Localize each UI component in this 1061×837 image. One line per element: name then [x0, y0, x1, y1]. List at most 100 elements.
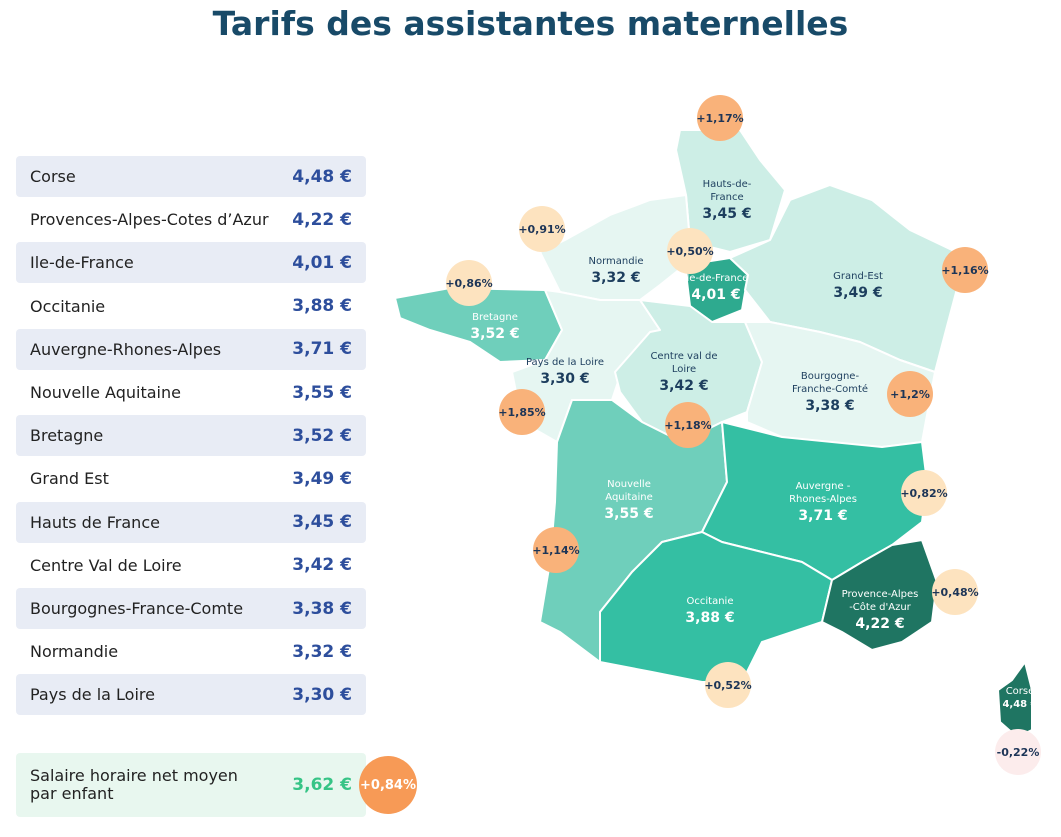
- change-badge: +1,18%: [664, 402, 712, 448]
- region-label-price: 3,38 €: [805, 398, 855, 414]
- list-item: Bretagne 3,52 €: [16, 415, 366, 457]
- list-item: Hauts de France 3,45 €: [16, 501, 366, 543]
- change-badge: -0,22%: [995, 729, 1041, 775]
- change-badge: +0,50%: [666, 228, 714, 274]
- region-label: Auvergne - Rhones-Alpes 3,71 €: [789, 480, 857, 523]
- region-label-name: Auvergne - Rhones-Alpes: [789, 481, 857, 505]
- region-label: Bourgogne- Franche-Comté 3,38 €: [792, 370, 868, 413]
- list-item: Occitanie 3,88 €: [16, 286, 366, 327]
- region-label-name: Bourgogne- Franche-Comté: [791, 371, 869, 395]
- region-label-price: 4,22 €: [855, 616, 905, 632]
- region-name: Ile-de-France: [30, 253, 134, 273]
- list-item: Normandie 3,32 €: [16, 631, 366, 672]
- change-badge: +1,17%: [696, 95, 744, 141]
- region-price: 4,22 €: [292, 209, 352, 230]
- region-name: Centre Val de Loire: [30, 555, 182, 575]
- region-label-price: 3,55 €: [604, 506, 654, 522]
- list-item: Bourgognes-France-Comte 3,38 €: [16, 588, 366, 629]
- change-badge: +0,82%: [900, 470, 948, 516]
- list-item: Auvergne-Rhones-Alpes 3,71 €: [16, 328, 366, 370]
- change-badge: +0,48%: [931, 569, 979, 615]
- region-cor: [997, 661, 1033, 738]
- region-label-price: 3,52 €: [470, 326, 520, 342]
- region-hdf: [675, 129, 786, 253]
- region-label-name: Corse: [1005, 686, 1035, 697]
- region-label-price: 3,32 €: [591, 270, 641, 286]
- change-badge: +1,2%: [887, 371, 933, 417]
- list-item: Corse 4,48 €: [16, 156, 366, 197]
- region-label-name: Hauts-de- France: [702, 179, 752, 203]
- region-price: 3,55 €: [292, 382, 352, 403]
- change-badge: +1,16%: [941, 247, 989, 293]
- region-price: 3,71 €: [292, 339, 352, 360]
- region-label-name: Nouvelle Aquitaine: [605, 479, 653, 503]
- region-name: Nouvelle Aquitaine: [30, 383, 181, 402]
- region-label-price: 4,48 €: [1002, 699, 1038, 710]
- region-label: Grand-Est 3,49 €: [833, 270, 883, 300]
- region-label: Bretagne 3,52 €: [470, 311, 519, 341]
- region-name: Hauts de France: [30, 512, 160, 532]
- list-item: Centre Val de Loire 3,42 €: [16, 545, 366, 586]
- list-item: Nouvelle Aquitaine 3,55 €: [16, 372, 366, 413]
- region-name: Auvergne-Rhones-Alpes: [30, 339, 222, 359]
- region-label-price: 3,30 €: [540, 371, 590, 387]
- list-item: Grand Est 3,49 €: [16, 458, 366, 499]
- page-title: Tarifs des assistantes maternelles: [212, 4, 849, 43]
- region-label: Ile-de-France 4,01 €: [684, 272, 749, 302]
- average-box: Salaire horaire net moyen par enfant 3,6…: [16, 753, 366, 817]
- region-label: Normandie 3,32 €: [588, 255, 643, 285]
- region-price: 3,52 €: [292, 425, 352, 446]
- region-label-name: Pays de la Loire: [525, 357, 605, 368]
- region-price: 3,42 €: [292, 555, 352, 576]
- region-label-name: Provence-Alpes -Côte d'Azur: [841, 589, 919, 613]
- region-label-name: Bretagne: [472, 312, 518, 323]
- region-label-price: 3,49 €: [833, 285, 883, 301]
- region-name: Normandie: [30, 642, 119, 662]
- change-badge: +1,14%: [532, 527, 580, 573]
- region-label-price: 3,42 €: [659, 378, 709, 394]
- region-name: Corse: [30, 167, 76, 186]
- region-name: Occitanie: [30, 296, 106, 316]
- region-label: Provence-Alpes -Côte d'Azur 4,22 €: [842, 588, 919, 631]
- change-badge: +0,91%: [518, 206, 566, 252]
- region-price: 3,30 €: [292, 684, 352, 705]
- region-price: 4,48 €: [292, 166, 352, 187]
- region-bre: [394, 287, 563, 363]
- region-label-price: 4,01 €: [691, 287, 741, 303]
- region-label-price: 3,88 €: [685, 610, 735, 626]
- list-item: Pays de la Loire 3,30 €: [16, 674, 366, 716]
- region-name: Pays de la Loire: [30, 685, 155, 705]
- region-label: Hauts-de- France 3,45 €: [702, 178, 751, 221]
- region-name: Bourgognes-France-Comte: [30, 599, 244, 618]
- region-label: Pays de la Loire 3,30 €: [526, 356, 604, 386]
- region-price: 3,49 €: [292, 468, 352, 489]
- region-label: Occitanie 3,88 €: [685, 595, 734, 625]
- region-label: Centre val de Loire 3,42 €: [650, 350, 717, 393]
- average-value: 3,62 €: [292, 775, 352, 795]
- change-badge: +0,52%: [704, 662, 752, 708]
- region-name: Provences-Alpes-Cotes d’Azur: [30, 210, 269, 230]
- region-label: Nouvelle Aquitaine 3,55 €: [604, 478, 653, 521]
- region-label-price: 3,45 €: [702, 206, 752, 222]
- region-label-name: Centre val de Loire: [650, 351, 718, 375]
- region-label-name: Occitanie: [686, 596, 734, 607]
- region-name: Bretagne: [30, 426, 104, 446]
- list-item: Provences-Alpes-Cotes d’Azur 4,22 €: [16, 199, 366, 240]
- region-paca: [821, 539, 938, 651]
- region-price: 3,38 €: [292, 598, 352, 619]
- region-label-name: Ile-de-France: [683, 273, 749, 284]
- region-label: Corse 4,48 €: [1002, 685, 1037, 711]
- region-price: 3,32 €: [292, 641, 352, 662]
- change-badge: +1,85%: [498, 389, 546, 435]
- change-badge: +0,86%: [445, 260, 493, 306]
- average-label: Salaire horaire net moyen par enfant: [30, 766, 238, 803]
- region-price: 3,45 €: [292, 512, 352, 533]
- region-name: Grand Est: [30, 469, 109, 489]
- region-label-name: Normandie: [588, 256, 644, 267]
- region-label-name: Grand-Est: [833, 271, 883, 282]
- list-item: Ile-de-France 4,01 €: [16, 242, 366, 284]
- average-change-badge: +0,84%: [359, 756, 417, 814]
- region-label-price: 3,71 €: [798, 508, 848, 524]
- region-price: 4,01 €: [292, 252, 352, 273]
- region-price: 3,88 €: [292, 296, 352, 317]
